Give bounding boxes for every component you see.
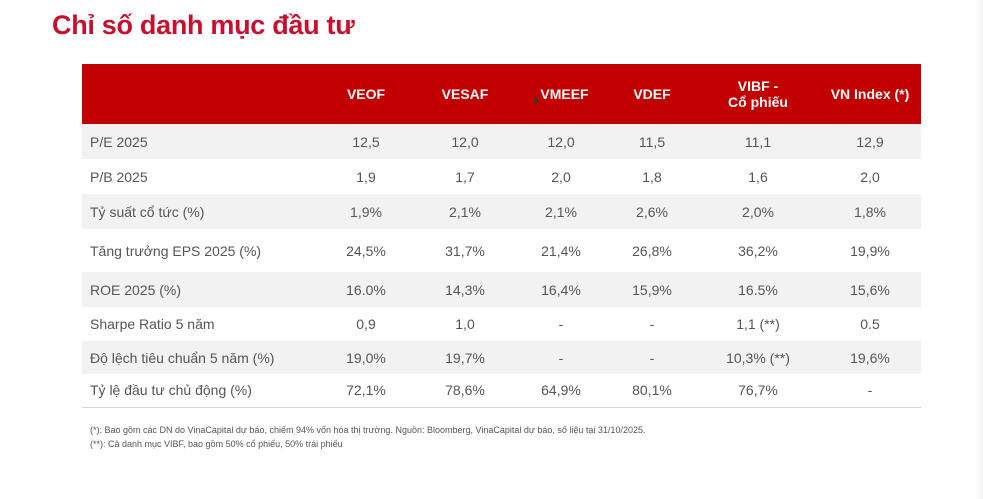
header-vmeef: VMEEF xyxy=(515,64,607,124)
footnote-double-asterisk: (**): Cả danh mục VIBF, bao gồm 50% cổ p… xyxy=(90,439,343,449)
header-vibf: VIBF - Cổ phiếu xyxy=(697,64,819,124)
footnotes: (*): Bao gồm các DN do VinaCapital dự bá… xyxy=(90,423,645,451)
cell: 16.5% xyxy=(697,272,819,307)
row-label-pe: P/E 2025 xyxy=(82,124,317,159)
table-row: P/E 2025 12,5 12,0 12,0 11,5 11,1 12,9 xyxy=(82,124,921,159)
footnote-single-asterisk: (*): Bao gồm các DN do VinaCapital dự bá… xyxy=(90,425,646,435)
portfolio-metrics-table-container: VEOF VESAF VMEEF VDEF VIBF - Cổ phiếu VN… xyxy=(82,64,921,408)
cell: 72,1% xyxy=(317,374,415,408)
cell: 1,8 xyxy=(607,159,697,194)
cell: 0.5 xyxy=(819,307,921,341)
cell: 10,3% (**) xyxy=(697,341,819,374)
cell: 11,5 xyxy=(607,124,697,159)
cell: 19,0% xyxy=(317,341,415,374)
cell: 31,7% xyxy=(415,229,515,272)
header-vibf-line2: Cổ phiếu xyxy=(728,94,788,110)
cell: 1,0 xyxy=(415,307,515,341)
table-row: Tỷ suất cổ tức (%) 1,9% 2,1% 2,1% 2,6% 2… xyxy=(82,194,921,229)
table-row: ROE 2025 (%) 16.0% 14,3% 16,4% 15,9% 16.… xyxy=(82,272,921,307)
cell: 1,9% xyxy=(317,194,415,229)
header-vn-index: VN Index (*) xyxy=(819,64,921,124)
cell: - xyxy=(607,341,697,374)
table-header-row: VEOF VESAF VMEEF VDEF VIBF - Cổ phiếu VN… xyxy=(82,64,921,124)
cell: 12,5 xyxy=(317,124,415,159)
row-label-eps-growth: Tăng trưởng EPS 2025 (%) xyxy=(82,229,317,272)
row-label-std-dev: Độ lệch tiêu chuẩn 5 năm (%) xyxy=(82,341,317,374)
portfolio-metrics-table: VEOF VESAF VMEEF VDEF VIBF - Cổ phiếu VN… xyxy=(82,64,921,408)
cell: 16,4% xyxy=(515,272,607,307)
cell: 2,6% xyxy=(607,194,697,229)
header-metric xyxy=(82,64,317,124)
header-veof: VEOF xyxy=(317,64,415,124)
cell: 80,1% xyxy=(607,374,697,408)
header-vesaf: VESAF xyxy=(415,64,515,124)
cell: 64,9% xyxy=(515,374,607,408)
cell: 21,4% xyxy=(515,229,607,272)
cell: 1,7 xyxy=(415,159,515,194)
cell: 12,9 xyxy=(819,124,921,159)
cell: 2,0 xyxy=(819,159,921,194)
cell: 15,9% xyxy=(607,272,697,307)
cell: - xyxy=(515,307,607,341)
cell: 15,6% xyxy=(819,272,921,307)
row-label-dividend-yield: Tỷ suất cổ tức (%) xyxy=(82,194,317,229)
cell: 2,0 xyxy=(515,159,607,194)
cell: 19,9% xyxy=(819,229,921,272)
cell: 1,6 xyxy=(697,159,819,194)
cell: 14,3% xyxy=(415,272,515,307)
header-vdef: VDEF xyxy=(607,64,697,124)
cell: 1,9 xyxy=(317,159,415,194)
cell: 24,5% xyxy=(317,229,415,272)
cell: 26,8% xyxy=(607,229,697,272)
header-vibf-line1: VIBF - xyxy=(737,78,779,94)
cell: - xyxy=(515,341,607,374)
page-title: Chỉ số danh mục đầu tư xyxy=(52,10,355,40)
cell: 2,1% xyxy=(415,194,515,229)
cell: 1,8% xyxy=(819,194,921,229)
table-row: Tỷ lệ đầu tư chủ động (%) 72,1% 78,6% 64… xyxy=(82,374,921,408)
cell: 0,9 xyxy=(317,307,415,341)
cell: 16.0% xyxy=(317,272,415,307)
cell: 12,0 xyxy=(515,124,607,159)
cell: - xyxy=(819,374,921,408)
cell: 11,1 xyxy=(697,124,819,159)
header-vmeef-label: VMEEF xyxy=(540,85,589,102)
cell: 19,7% xyxy=(415,341,515,374)
cell: 2,0% xyxy=(697,194,819,229)
cell: - xyxy=(607,307,697,341)
slide-edge-shadow xyxy=(975,0,983,499)
cell: 2,1% xyxy=(515,194,607,229)
table-row: P/B 2025 1,9 1,7 2,0 1,8 1,6 2,0 xyxy=(82,159,921,194)
row-label-roe: ROE 2025 (%) xyxy=(82,272,317,307)
table-row: Độ lệch tiêu chuẩn 5 năm (%) 19,0% 19,7%… xyxy=(82,341,921,374)
cell: 1,1 (**) xyxy=(697,307,819,341)
table-row: Tăng trưởng EPS 2025 (%) 24,5% 31,7% 21,… xyxy=(82,229,921,272)
cell: 19,6% xyxy=(819,341,921,374)
cell: 78,6% xyxy=(415,374,515,408)
row-label-sharpe: Sharpe Ratio 5 năm xyxy=(82,307,317,341)
cell: 12,0 xyxy=(415,124,515,159)
row-label-active-share: Tỷ lệ đầu tư chủ động (%) xyxy=(82,374,317,408)
table-row: Sharpe Ratio 5 năm 0,9 1,0 - - 1,1 (**) … xyxy=(82,307,921,341)
cell: 76,7% xyxy=(697,374,819,408)
row-label-pb: P/B 2025 xyxy=(82,159,317,194)
cell: 36,2% xyxy=(697,229,819,272)
